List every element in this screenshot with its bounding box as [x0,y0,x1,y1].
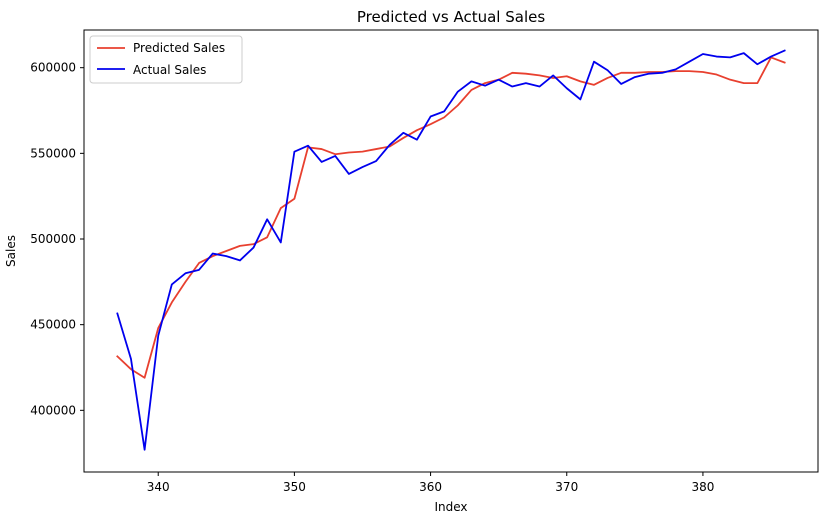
x-tick-label: 380 [691,480,714,494]
legend-label-actual: Actual Sales [133,63,206,77]
y-axis-label: Sales [4,235,18,267]
x-tick-label: 350 [283,480,306,494]
y-tick-label: 550000 [30,146,76,160]
y-tick-label: 450000 [30,318,76,332]
x-tick-label: 370 [555,480,578,494]
series-line-predicted [116,56,786,379]
plot-frame [83,29,819,473]
x-axis: 340 350 360 370 380 [147,472,714,494]
y-tick-label: 400000 [30,403,76,417]
chart-title: Predicted vs Actual Sales [357,8,546,26]
plot-area [116,49,786,451]
x-tick-label: 340 [147,480,170,494]
y-tick-label: 500000 [30,232,76,246]
legend-label-predicted: Predicted Sales [133,41,225,55]
x-axis-label: Index [434,500,467,514]
x-tick-label: 360 [419,480,442,494]
legend: Predicted Sales Actual Sales [89,35,243,84]
legend-box [89,35,243,84]
y-tick-label: 600000 [30,61,76,75]
y-axis: 400000 450000 500000 550000 600000 [30,61,84,417]
series-line-actual [116,49,786,451]
